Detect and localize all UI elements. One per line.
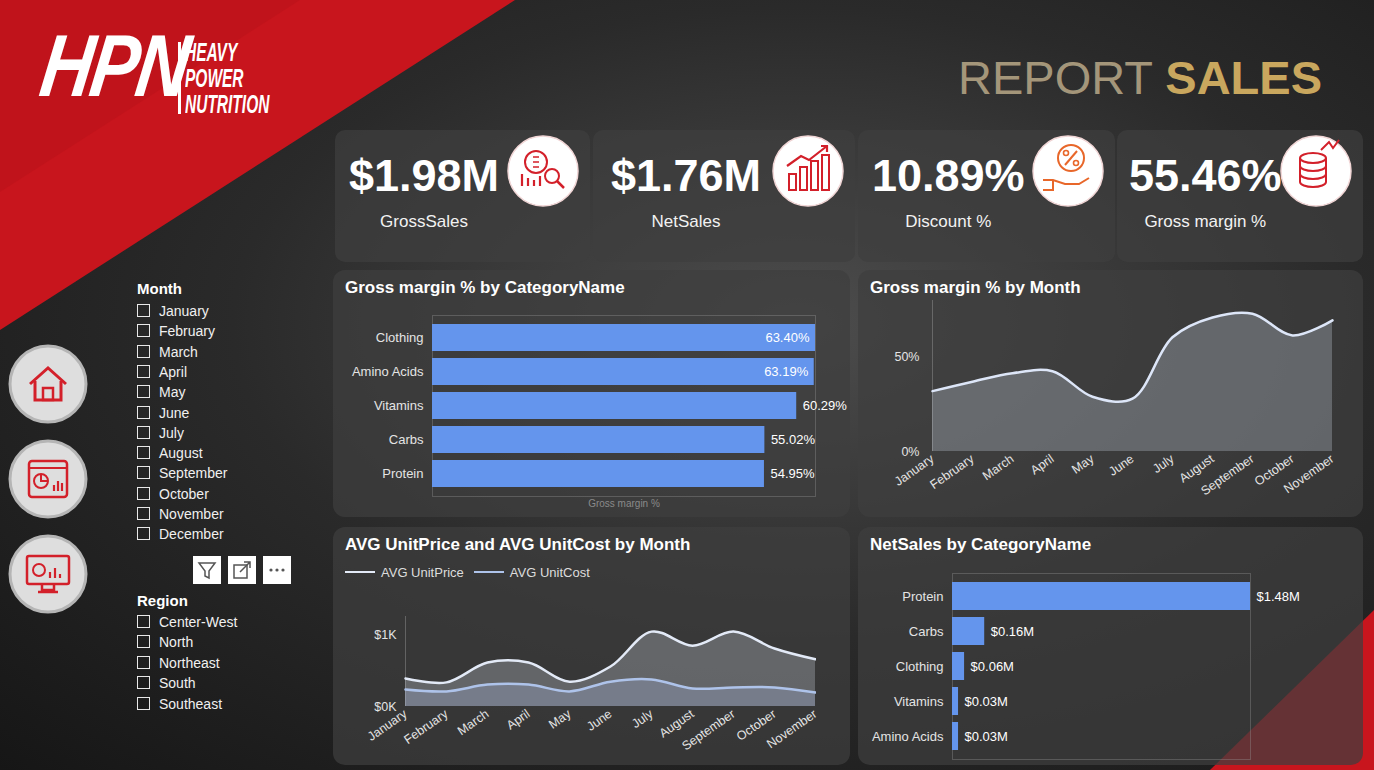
svg-text:$0.03M: $0.03M: [965, 694, 1008, 709]
svg-text:Gross margin %: Gross margin %: [588, 498, 660, 509]
svg-text:Carbs: Carbs: [389, 432, 424, 447]
html-text:March: March: [159, 343, 198, 360]
svg-text:August: August: [1176, 451, 1217, 486]
svg-text:0%: 0%: [901, 445, 919, 459]
svg-text:$0.16M: $0.16M: [991, 624, 1034, 639]
svg-text:50%: 50%: [894, 350, 919, 364]
svg-text:October: October: [1252, 451, 1297, 489]
html-text:REPORT SALES: REPORT SALES: [958, 51, 1322, 104]
html-text:GrossSales: GrossSales: [380, 212, 468, 231]
svg-text:March: March: [455, 707, 492, 738]
html-text:NetSales: NetSales: [651, 212, 721, 231]
svg-text:June: June: [584, 707, 614, 734]
html-text:January: January: [159, 303, 209, 319]
svg-text:May: May: [1069, 451, 1097, 476]
html-text:June: June: [159, 404, 190, 421]
html-text:NetSales by CategoryName: NetSales by CategoryName: [870, 535, 1092, 554]
svg-text:Vitamins: Vitamins: [374, 398, 424, 413]
html-text:May: May: [159, 384, 186, 401]
svg-text:February: February: [928, 451, 978, 492]
html-text:February: February: [159, 323, 215, 340]
html-text:October: October: [159, 485, 209, 502]
html-text:Northeast: Northeast: [159, 654, 220, 671]
svg-text:Protein: Protein: [382, 466, 423, 481]
svg-text:55.02%: 55.02%: [771, 432, 816, 447]
svg-text:November: November: [764, 707, 819, 752]
svg-text:63.40%: 63.40%: [765, 330, 810, 345]
html-text:POWER: POWER: [185, 64, 244, 92]
svg-text:$1K: $1K: [374, 628, 397, 642]
svg-text:June: June: [1106, 452, 1136, 479]
svg-text:January: January: [365, 706, 410, 744]
svg-text:Protein: Protein: [902, 589, 943, 604]
svg-text:March: March: [980, 452, 1017, 483]
html-text:Center-West: Center-West: [159, 614, 238, 630]
svg-text:September: September: [1198, 452, 1256, 499]
html-text:Gross margin % by CategoryName: Gross margin % by CategoryName: [345, 278, 625, 297]
html-text:July: July: [159, 424, 184, 441]
svg-text:July: July: [1150, 451, 1177, 476]
html-text:AVG UnitPrice and AVG UnitCost: AVG UnitPrice and AVG UnitCost by Month: [345, 535, 691, 554]
svg-text:Carbs: Carbs: [909, 624, 944, 639]
html-text:Gross margin % by Month: Gross margin % by Month: [870, 278, 1081, 297]
html-text:South: South: [159, 675, 196, 692]
svg-text:54.95%: 54.95%: [770, 466, 815, 481]
html-text:$1.98M: $1.98M: [349, 150, 500, 201]
html-text:Region: Region: [137, 592, 188, 609]
html-text:$1.76M: $1.76M: [611, 150, 762, 201]
svg-text:September: September: [679, 707, 737, 754]
svg-text:October: October: [734, 706, 779, 744]
svg-text:May: May: [546, 706, 574, 731]
html-text:Gross margin %: Gross margin %: [1144, 212, 1267, 231]
html-text:NUTRITION: NUTRITION: [185, 90, 270, 118]
html-text:April: April: [159, 363, 187, 380]
svg-text:63.19%: 63.19%: [764, 364, 809, 379]
svg-text:Clothing: Clothing: [896, 659, 944, 674]
svg-text:Amino Acids: Amino Acids: [352, 364, 424, 379]
svg-text:Clothing: Clothing: [376, 330, 424, 345]
svg-text:$1.48M: $1.48M: [1257, 589, 1300, 604]
html-text:10.89%: 10.89%: [872, 150, 1025, 201]
html-text:Discount %: Discount %: [905, 212, 992, 231]
html-text:August: August: [159, 445, 203, 462]
html-text:November: November: [159, 506, 224, 522]
svg-text:November: November: [1281, 452, 1336, 497]
svg-text:$0.06M: $0.06M: [971, 659, 1014, 674]
svg-text:August: August: [656, 706, 697, 741]
html-text:September: September: [159, 465, 228, 482]
svg-text:Vitamins: Vitamins: [894, 694, 944, 709]
svg-text:January: January: [892, 451, 937, 489]
html-text:55.46%: 55.46%: [1129, 150, 1282, 201]
svg-text:Amino Acids: Amino Acids: [872, 729, 944, 744]
svg-text:60.29%: 60.29%: [803, 398, 848, 413]
html-text:Southeast: Southeast: [159, 695, 223, 712]
html-text:North: North: [159, 634, 194, 651]
svg-text:February: February: [402, 706, 452, 747]
html-text:Month: Month: [137, 280, 182, 297]
svg-text:$0K: $0K: [374, 699, 397, 714]
svg-text:$0.03M: $0.03M: [965, 729, 1008, 744]
svg-text:April: April: [504, 707, 533, 733]
html-text:HPN: HPN: [34, 16, 194, 115]
html-text:AVG UnitPrice: AVG UnitPrice: [381, 565, 464, 580]
html-text:December: December: [159, 526, 224, 543]
svg-text:April: April: [1028, 452, 1057, 478]
html-text:AVG UnitCost: AVG UnitCost: [509, 565, 590, 580]
svg-text:July: July: [629, 706, 656, 731]
html-text:HEAVY: HEAVY: [185, 38, 238, 66]
